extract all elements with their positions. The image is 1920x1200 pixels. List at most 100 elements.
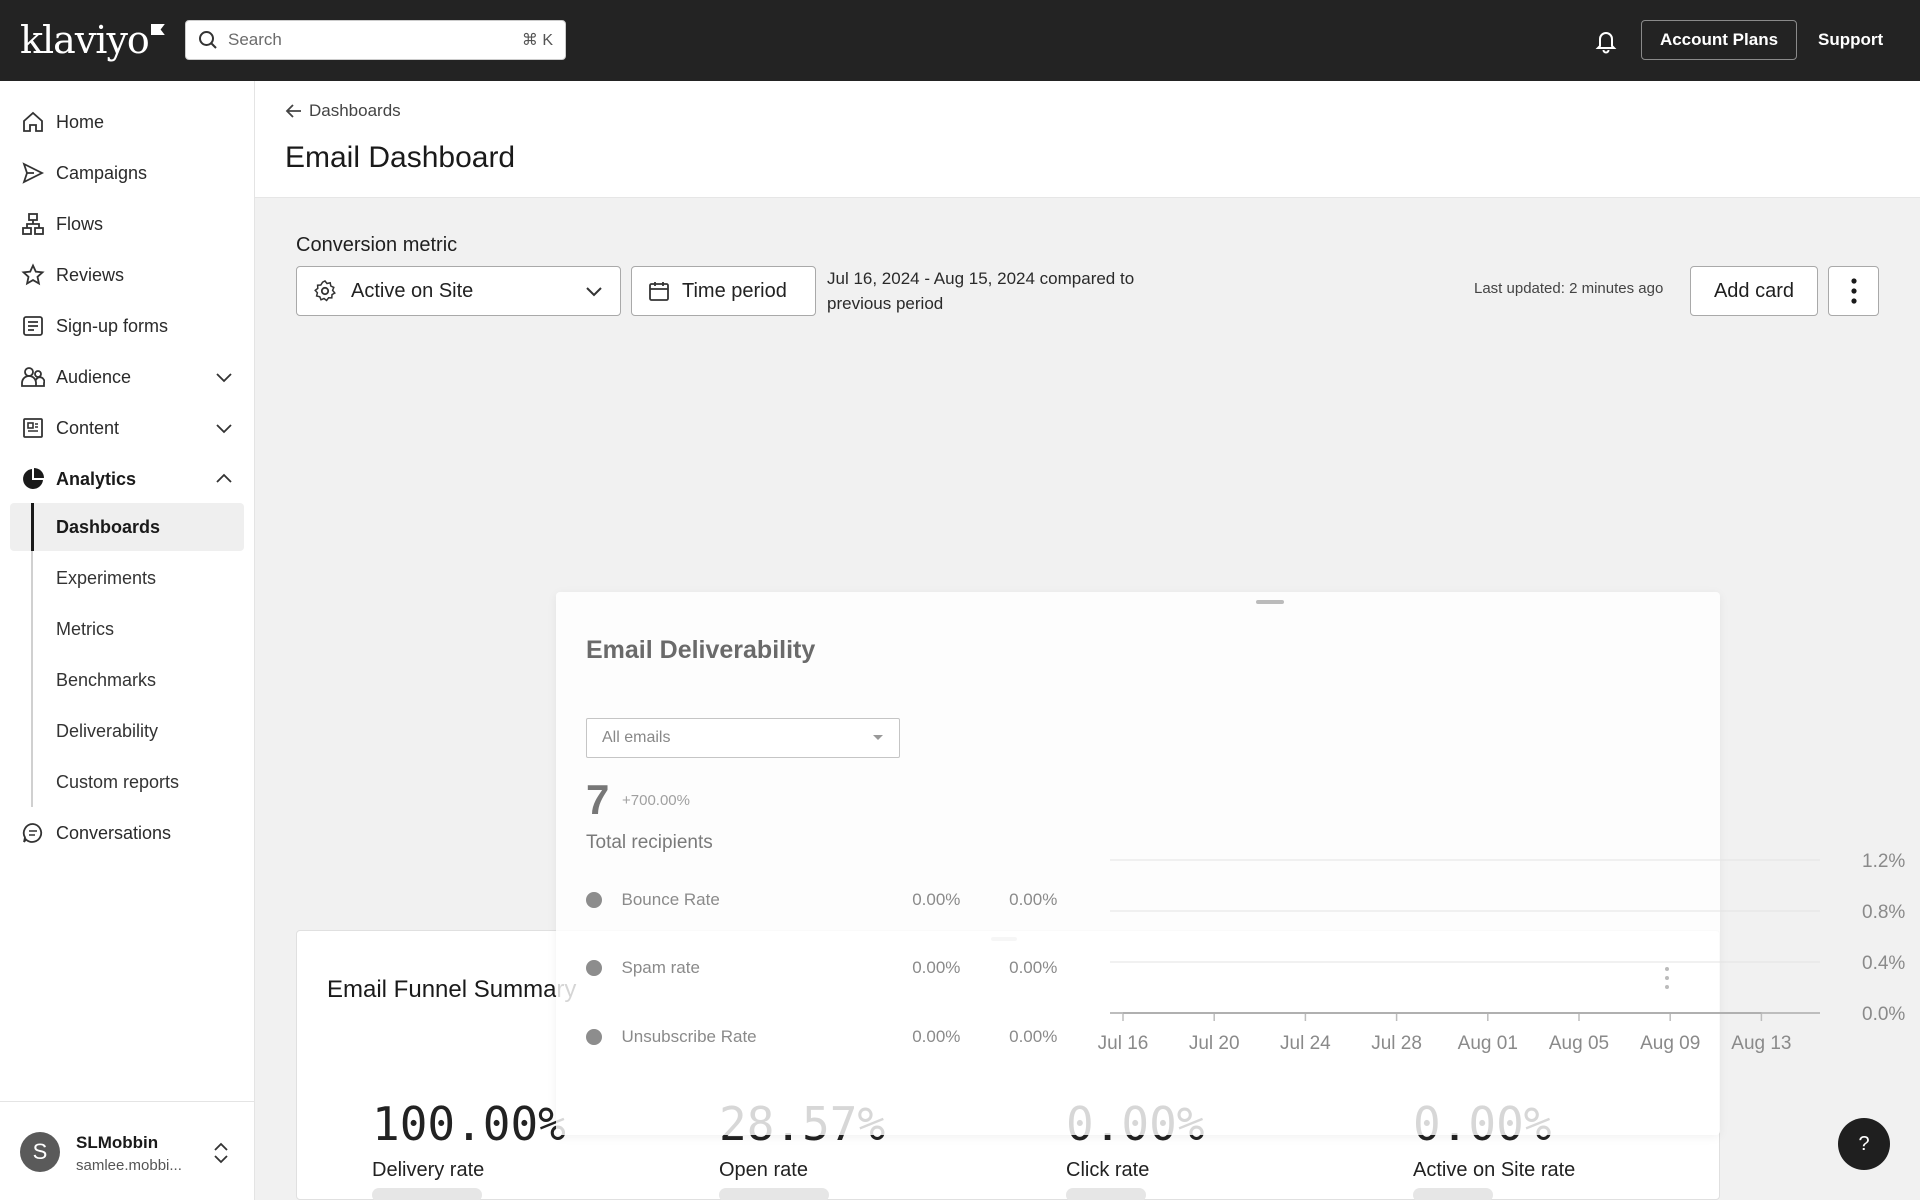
change-badge xyxy=(1066,1188,1146,1200)
email-filter-select[interactable]: All emails xyxy=(586,718,900,758)
legend-name: Spam rate xyxy=(621,958,700,977)
conversion-metric-value: Active on Site xyxy=(351,279,474,302)
sidebar-item-signup-forms[interactable]: Sign-up forms xyxy=(10,302,244,350)
klaviyo-logo[interactable]: klaviyo xyxy=(20,18,165,62)
y-tick-label: 0.0% xyxy=(1862,1004,1905,1025)
series-dot xyxy=(586,1029,602,1045)
legend-prev-value: 0.00% xyxy=(1009,958,1058,977)
x-tick-label: Aug 05 xyxy=(1549,1033,1609,1054)
more-options-button[interactable] xyxy=(1828,266,1879,316)
legend-value: 0.00% xyxy=(912,1027,961,1046)
chevron-down-icon xyxy=(216,373,232,383)
deliverability-line-chart: 1.2% 0.8% 0.4% 0.0% Jul 16 Jul 20 Jul 24 Jul 28… xyxy=(1098,851,1906,1054)
y-tick-label: 0.4% xyxy=(1862,953,1905,974)
user-menu[interactable]: S SLMobbin samlee.mobbi... xyxy=(0,1101,255,1200)
bell-icon[interactable] xyxy=(1592,27,1620,55)
sidebar-item-audience[interactable]: Audience xyxy=(10,353,244,401)
series-dot xyxy=(586,892,602,908)
arrow-left-icon xyxy=(285,104,301,118)
sidebar-item-analytics[interactable]: Analytics xyxy=(10,455,244,503)
sidebar-item-dashboards[interactable]: Dashboards xyxy=(10,503,244,551)
sidebar-item-benchmarks[interactable]: Benchmarks xyxy=(56,669,157,690)
support-link[interactable]: Support xyxy=(1818,30,1884,49)
legend-value: 0.00% xyxy=(912,958,961,977)
email-deliverability-card[interactable]: Email Deliverability All emails 7 +700.0… xyxy=(556,592,1720,1135)
sidebar-item-conversations[interactable]: Conversations xyxy=(10,809,244,857)
add-card-button[interactable]: Add card xyxy=(1690,266,1818,316)
account-plans-button[interactable]: Account Plans xyxy=(1641,20,1797,60)
sidebar-item-label: Analytics xyxy=(56,468,137,489)
total-recipients-delta: +700.00% xyxy=(622,792,690,809)
sidebar-item-home[interactable]: Home xyxy=(10,98,244,146)
total-recipients-label: Total recipients xyxy=(586,832,713,853)
user-email: samlee.mobbi... xyxy=(76,1157,182,1174)
change-badge xyxy=(719,1188,829,1200)
sidebar-item-label: Conversations xyxy=(56,822,172,843)
chevron-up-icon xyxy=(216,473,232,483)
stat-label: Active on Site rate xyxy=(1413,1159,1576,1181)
people-icon xyxy=(20,364,46,390)
x-tick-label: Jul 28 xyxy=(1371,1033,1422,1054)
sidebar-item-deliverability[interactable]: Deliverability xyxy=(56,720,159,741)
sidebar-item-label: Flows xyxy=(56,213,104,234)
content-icon xyxy=(20,415,46,441)
sidebar-item-content[interactable]: Content xyxy=(10,404,244,452)
legend-prev-value: 0.00% xyxy=(1009,1027,1058,1046)
sidebar-item-campaigns[interactable]: Campaigns xyxy=(10,149,244,197)
total-recipients-value: 7 xyxy=(586,776,610,823)
flows-icon xyxy=(20,211,46,237)
kebab-icon[interactable] xyxy=(1664,966,1670,990)
sidebar-item-experiments[interactable]: Experiments xyxy=(56,567,157,588)
search-placeholder: Search xyxy=(228,30,282,49)
home-icon xyxy=(20,109,46,135)
chevron-updown-icon xyxy=(214,1142,228,1164)
caret-down-icon xyxy=(873,735,883,740)
chat-icon xyxy=(20,820,46,846)
stat-value: 100.00% xyxy=(372,1097,566,1151)
help-button[interactable]: ? xyxy=(1838,1118,1890,1170)
x-tick-label: Jul 16 xyxy=(1098,1033,1149,1054)
series-dot xyxy=(586,960,602,976)
avatar: S xyxy=(20,1132,60,1172)
kebab-icon xyxy=(1850,278,1857,304)
stat-delivery-rate: 100.00% Delivery rate xyxy=(372,1097,566,1200)
change-badge xyxy=(1413,1188,1493,1200)
x-tick-label: Aug 13 xyxy=(1731,1033,1791,1054)
breadcrumb-label: Dashboards xyxy=(309,101,401,120)
sidebar-item-label: Sign-up forms xyxy=(56,315,169,336)
chevron-down-icon xyxy=(586,287,602,297)
last-updated-text: Last updated: 2 minutes ago xyxy=(1474,280,1664,297)
drag-handle[interactable] xyxy=(1256,600,1284,604)
page-header: Dashboards Email Dashboard xyxy=(255,81,1920,198)
legend-row-spam: Spam rate 0.00% 0.00% xyxy=(586,956,1106,980)
stat-label: Open rate xyxy=(719,1159,808,1181)
x-tick-label: Jul 24 xyxy=(1280,1033,1331,1054)
legend-prev-value: 0.00% xyxy=(1009,890,1058,909)
sidebar-item-custom-reports[interactable]: Custom reports xyxy=(56,771,180,792)
logo-flag-icon xyxy=(150,24,165,35)
time-period-button[interactable]: Time period xyxy=(631,266,816,316)
sidebar-item-label: Audience xyxy=(56,366,132,387)
y-tick-label: 1.2% xyxy=(1862,851,1905,872)
search-input[interactable]: Search ⌘ K xyxy=(185,20,566,60)
sidebar-item-flows[interactable]: Flows xyxy=(10,200,244,248)
calendar-icon xyxy=(649,282,669,301)
sidebar-item-reviews[interactable]: Reviews xyxy=(10,251,244,299)
legend-row-bounce: Bounce Rate 0.00% 0.00% xyxy=(586,888,1106,912)
sidebar-item-label: Campaigns xyxy=(56,162,148,183)
sidebar-item-label: Reviews xyxy=(56,264,125,285)
user-name: SLMobbin xyxy=(76,1133,159,1152)
conversion-metric-select[interactable]: Active on Site xyxy=(296,266,621,316)
conversion-metric-label: Conversion metric xyxy=(296,234,458,256)
sidebar-item-metrics[interactable]: Metrics xyxy=(56,618,114,639)
email-filter-value: All emails xyxy=(602,729,671,746)
form-icon xyxy=(20,313,46,339)
gear-icon xyxy=(314,280,336,302)
legend-name: Unsubscribe Rate xyxy=(621,1027,757,1046)
breadcrumb[interactable]: Dashboards xyxy=(285,101,401,121)
submenu-line xyxy=(31,503,33,807)
y-tick-label: 0.8% xyxy=(1862,902,1905,923)
sidebar: Home Campaigns Flows Reviews Sign-up for… xyxy=(0,81,255,1200)
top-bar: klaviyo Search ⌘ K Account Plans Support xyxy=(0,0,1920,81)
page-title: Email Dashboard xyxy=(285,141,516,174)
